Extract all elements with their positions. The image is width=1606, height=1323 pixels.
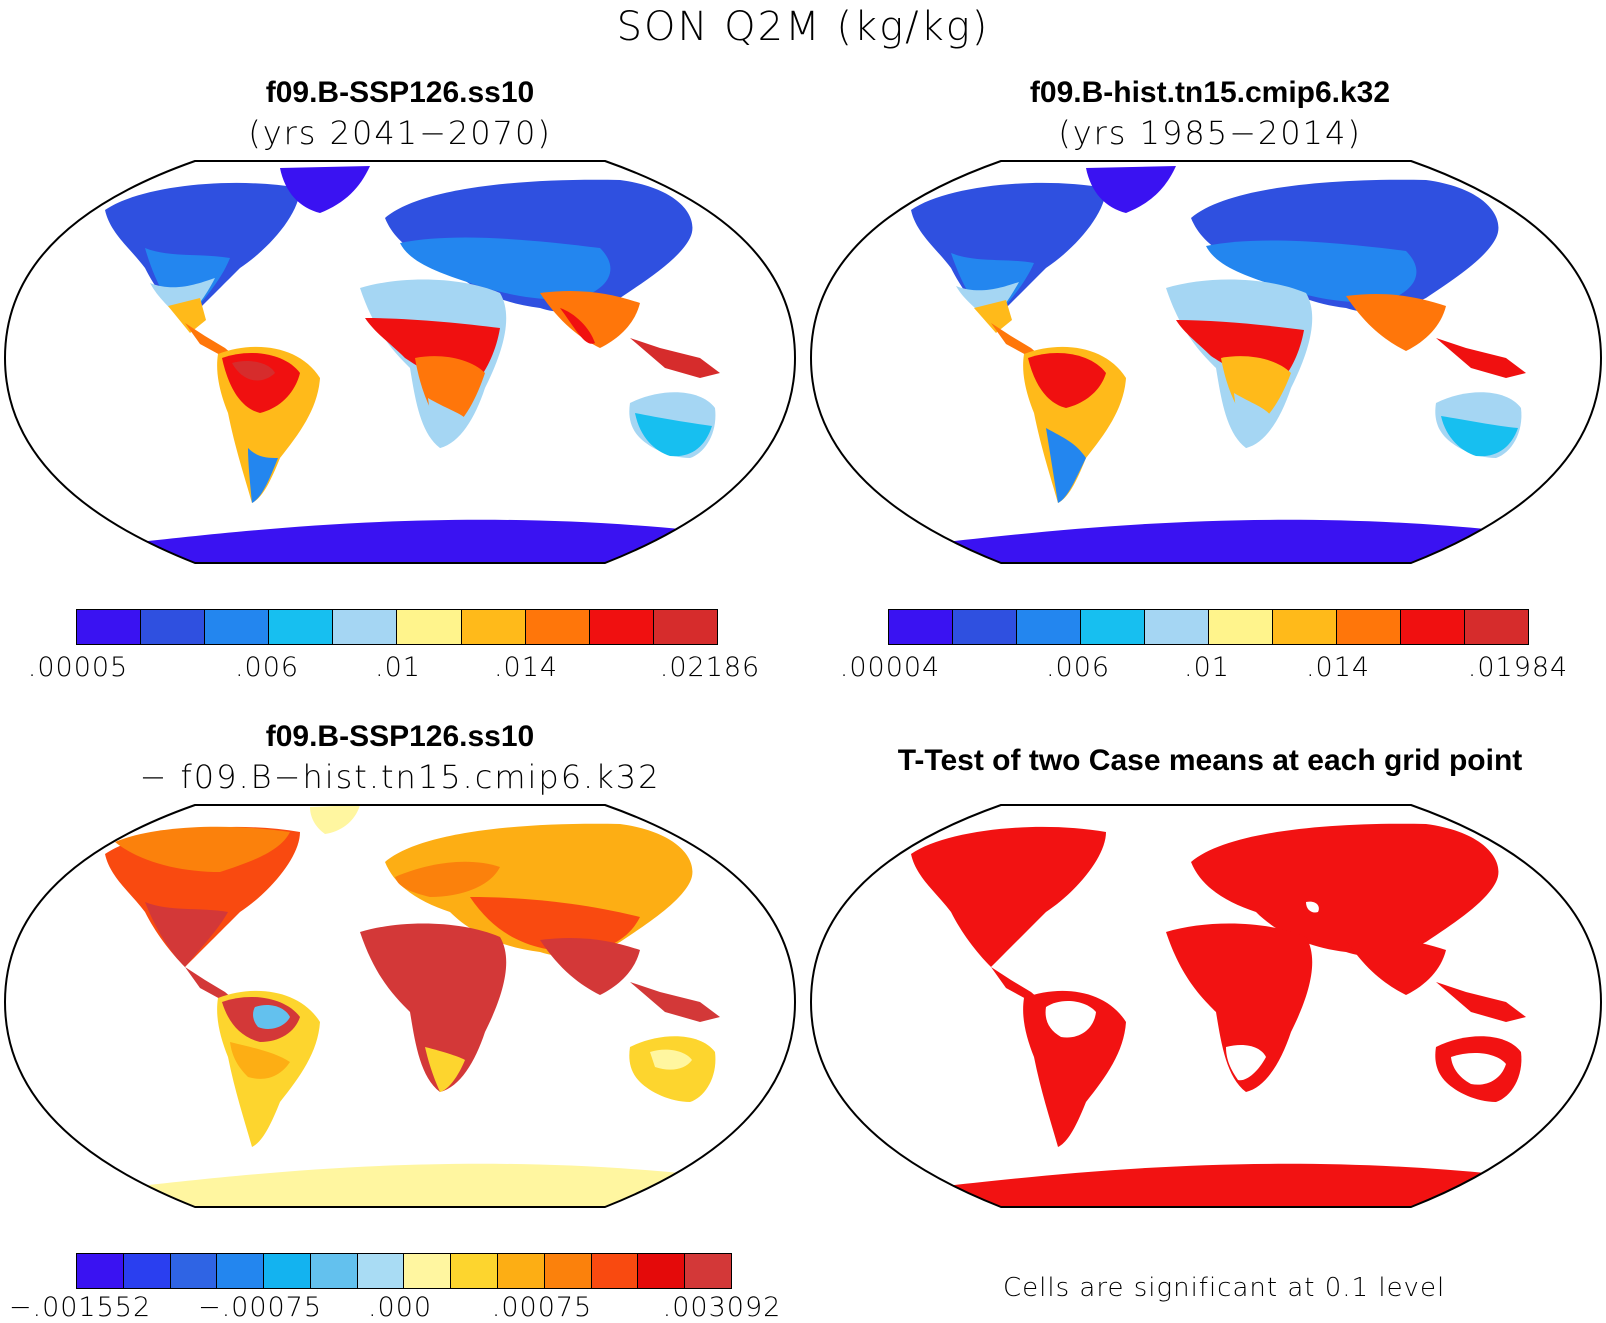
colorbar-seg: [268, 609, 334, 645]
colorbar-seg: [1208, 609, 1273, 645]
colorbar-label: .000: [367, 1292, 433, 1323]
colorbar-seg: [952, 609, 1017, 645]
colorbar-label: .006: [1045, 652, 1111, 683]
colorbar-seg: [1016, 609, 1081, 645]
colorbar-seg: [332, 609, 398, 645]
colorbar-seg: [76, 609, 142, 645]
colorbar-seg: [590, 1253, 639, 1289]
colorbar-seg: [684, 1253, 732, 1289]
map-top-left: [3, 160, 797, 564]
map-top-right: [809, 160, 1603, 564]
colorbar-label: .00004: [839, 652, 941, 683]
colorbar-label: .00005: [27, 652, 129, 683]
colorbar-seg: [588, 609, 654, 645]
colorbar-seg: [1272, 609, 1337, 645]
colorbar-seg: [1144, 609, 1209, 645]
antarctica: [120, 519, 700, 563]
colorbar-label: .01: [1184, 652, 1230, 683]
colorbar-label: .014: [1305, 652, 1371, 683]
colorbar-label: −.001552: [8, 1292, 152, 1323]
panel-bottom-left-title: f09.B-SSP126.ss10: [265, 720, 535, 753]
colorbar-seg: [450, 1253, 499, 1289]
colorbar-label: .01: [375, 652, 421, 683]
colorbar-label: .014: [493, 652, 559, 683]
page-title: SON Q2M (kg/kg): [616, 4, 990, 50]
colorbar-seg: [543, 1253, 592, 1289]
colorbar-seg: [1080, 609, 1145, 645]
colorbar-seg: [1336, 609, 1401, 645]
colorbar-seg: [204, 609, 270, 645]
colorbar-top-left: [76, 609, 718, 645]
map-bottom-left: [3, 804, 797, 1208]
north-america: [105, 182, 300, 323]
greenland: [280, 166, 370, 213]
colorbar-seg: [637, 1253, 686, 1289]
colorbar-seg: [169, 1253, 218, 1289]
colorbar-seg: [460, 609, 526, 645]
colorbar-seg: [356, 1253, 405, 1289]
colorbar-seg: [309, 1253, 358, 1289]
panel-top-right-title: f09.B-hist.tn15.cmip6.k32: [1029, 76, 1391, 109]
colorbar-label: .006: [234, 652, 300, 683]
colorbar-seg: [396, 609, 462, 645]
colorbar-seg: [216, 1253, 265, 1289]
colorbar-top-right: [888, 609, 1529, 645]
colorbar-seg: [652, 609, 718, 645]
colorbar-seg: [1400, 609, 1465, 645]
panel-bottom-left-subtitle: − f09.B−hist.tn15.cmip6.k32: [139, 758, 661, 796]
colorbar-label: −.00075: [197, 1292, 323, 1323]
panel-bottom-right-title: T-Test of two Case means at each grid po…: [897, 744, 1523, 777]
significance-note: Cells are significant at 0.1 level: [1003, 1273, 1446, 1303]
colorbar-seg: [1464, 609, 1529, 645]
colorbar-seg: [263, 1253, 311, 1289]
colorbar-seg: [76, 1253, 124, 1289]
colorbar-seg: [403, 1253, 452, 1289]
colorbar-label: .02186: [659, 652, 761, 683]
colorbar-label: .00075: [491, 1292, 593, 1323]
colorbar-seg: [140, 609, 206, 645]
colorbar-seg: [497, 1253, 545, 1289]
colorbar-seg: [122, 1253, 171, 1289]
panel-top-right-subtitle: (yrs 1985−2014): [1058, 114, 1362, 152]
panel-top-left-subtitle: (yrs 2041−2070): [248, 114, 552, 152]
panel-top-left-title: f09.B-SSP126.ss10: [265, 76, 535, 109]
colorbar-bottom-left: [76, 1253, 732, 1289]
colorbar-seg: [524, 609, 590, 645]
colorbar-label: .003092: [662, 1292, 782, 1323]
map-bottom-right: [809, 804, 1603, 1208]
colorbar-seg: [888, 609, 953, 645]
colorbar-label: .01984: [1467, 652, 1569, 683]
